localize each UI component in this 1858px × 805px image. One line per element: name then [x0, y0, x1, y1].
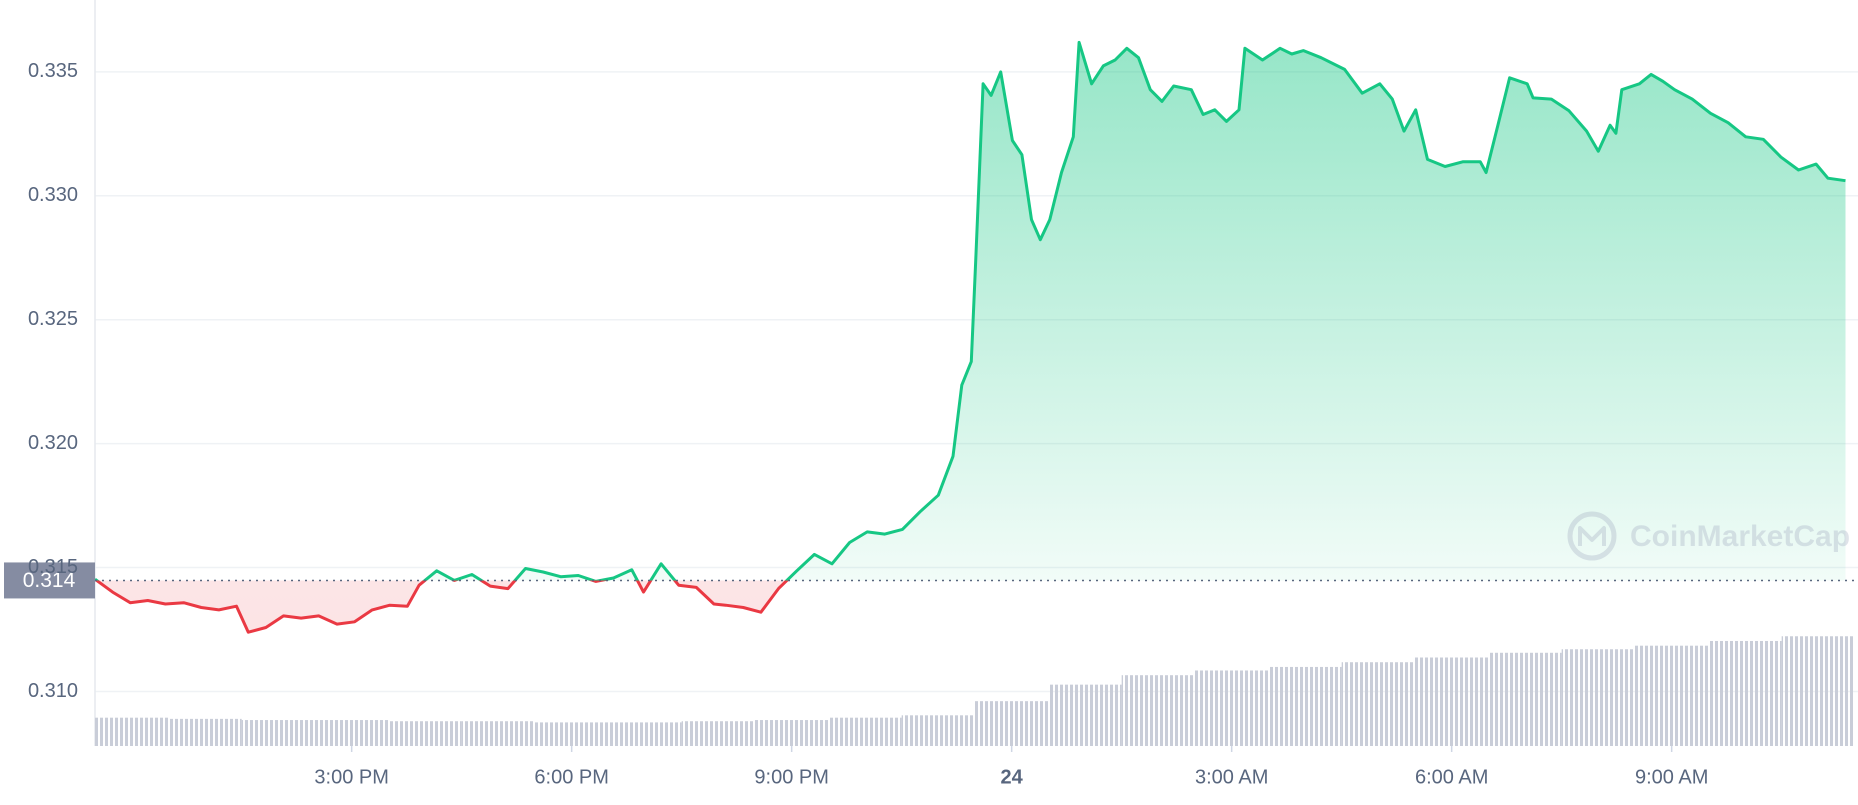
- volume-bar: [461, 721, 535, 746]
- watermark-logo: [1567, 511, 1617, 561]
- volume-bar: [535, 722, 609, 746]
- volume-bar: [1048, 684, 1122, 746]
- x-tick-label: 6:00 AM: [1415, 766, 1488, 788]
- x-tick-label: 3:00 PM: [314, 766, 388, 788]
- volume-bar: [95, 717, 169, 746]
- y-tick-label: 0.335: [28, 60, 78, 82]
- volume-bar: [1488, 652, 1562, 746]
- volume-bar: [681, 721, 755, 746]
- volume-bar: [315, 720, 389, 746]
- y-tick-label: 0.315: [28, 556, 78, 578]
- volume-bar: [1341, 662, 1415, 746]
- volume-bar: [388, 721, 462, 746]
- volume-bar: [1781, 636, 1855, 746]
- volume-bar: [755, 720, 829, 746]
- watermark-text: CoinMarketCap: [1630, 520, 1850, 553]
- volume-bar: [901, 715, 975, 746]
- y-tick-label: 0.320: [28, 432, 78, 454]
- area-up: [95, 42, 1846, 581]
- volume-bar: [608, 722, 682, 746]
- volume-bar: [1561, 649, 1635, 746]
- x-tick-label: 3:00 AM: [1195, 766, 1268, 788]
- volume-bar: [1415, 657, 1489, 746]
- x-tick-label: 6:00 PM: [534, 766, 608, 788]
- volume-bar: [1195, 670, 1269, 746]
- y-tick-label: 0.310: [28, 680, 78, 702]
- x-tick-label: 9:00 PM: [754, 766, 828, 788]
- volume-bar: [1121, 675, 1195, 746]
- y-tick-label: 0.330: [28, 184, 78, 206]
- volume-bar: [241, 720, 315, 746]
- volume-bar: [828, 717, 902, 746]
- volume-bar: [168, 718, 242, 746]
- volume-bar: [1708, 640, 1782, 746]
- watermark: CoinMarketCap: [1567, 511, 1850, 561]
- watermark-logo-mark: [1578, 526, 1606, 546]
- area-down: [95, 580, 1846, 633]
- x-tick-label: 9:00 AM: [1635, 766, 1708, 788]
- volume-bar: [1635, 645, 1709, 746]
- reference-label: 0.314: [23, 569, 76, 592]
- y-tick-label: 0.325: [28, 308, 78, 330]
- volume-bar: [1268, 666, 1342, 746]
- x-tick-label: 24: [1001, 766, 1024, 788]
- price-line-up: [94, 40, 1846, 581]
- reference-badge: [4, 562, 95, 599]
- volume-bar: [975, 701, 1049, 746]
